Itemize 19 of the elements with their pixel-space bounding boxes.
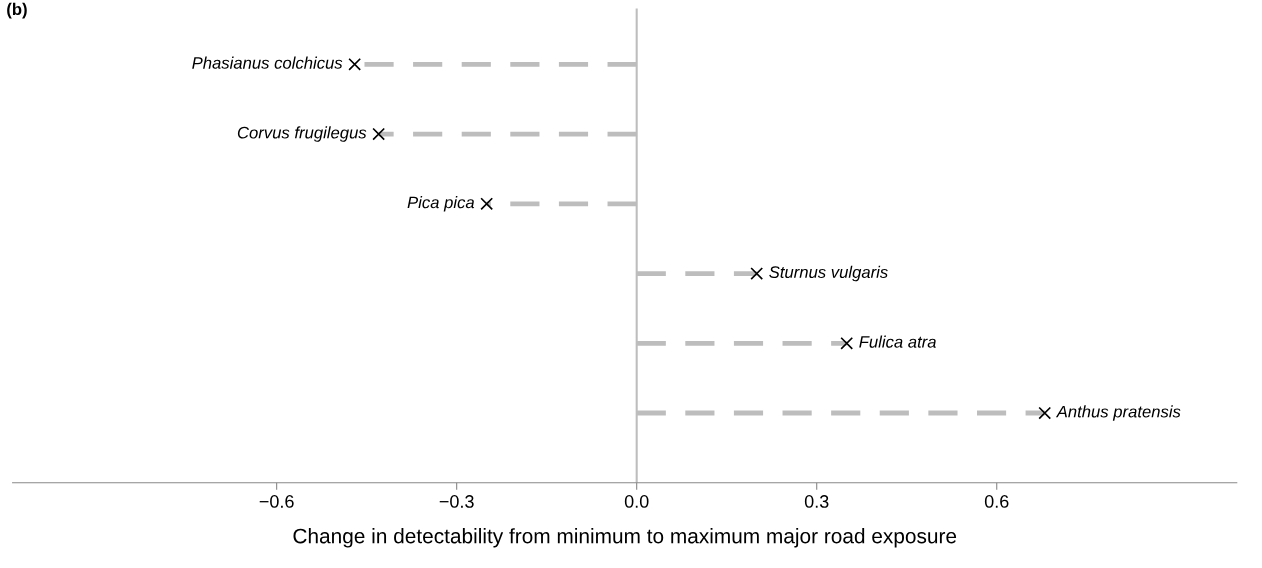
x-tick-label: 0.6 — [984, 495, 1009, 508]
x-tick-label: −0.6 — [259, 495, 294, 508]
point — [480, 197, 494, 211]
point — [372, 127, 386, 141]
y-tick-label: Phasianus colchicus — [192, 56, 343, 69]
x-tick-label: −0.3 — [439, 495, 474, 508]
y-tick-label: Fulica atra — [859, 335, 936, 348]
y-tick-label: Pica pica — [407, 196, 475, 212]
x-axis-title: Change in detectability from minimum to maximum major road exposure — [293, 528, 957, 548]
y-tick-label: Corvus frugilegus — [237, 126, 367, 142]
point — [1038, 406, 1052, 420]
y-tick-label: Sturnus vulgaris — [769, 265, 888, 282]
point — [750, 267, 764, 280]
point — [348, 57, 362, 71]
annotation: (b) — [7, 2, 27, 19]
y-tick-label: Anthus pratensis — [1055, 405, 1181, 421]
x-tick-label: 0.3 — [804, 495, 829, 508]
x-tick-label: 0.0 — [624, 495, 649, 508]
point — [840, 336, 854, 350]
